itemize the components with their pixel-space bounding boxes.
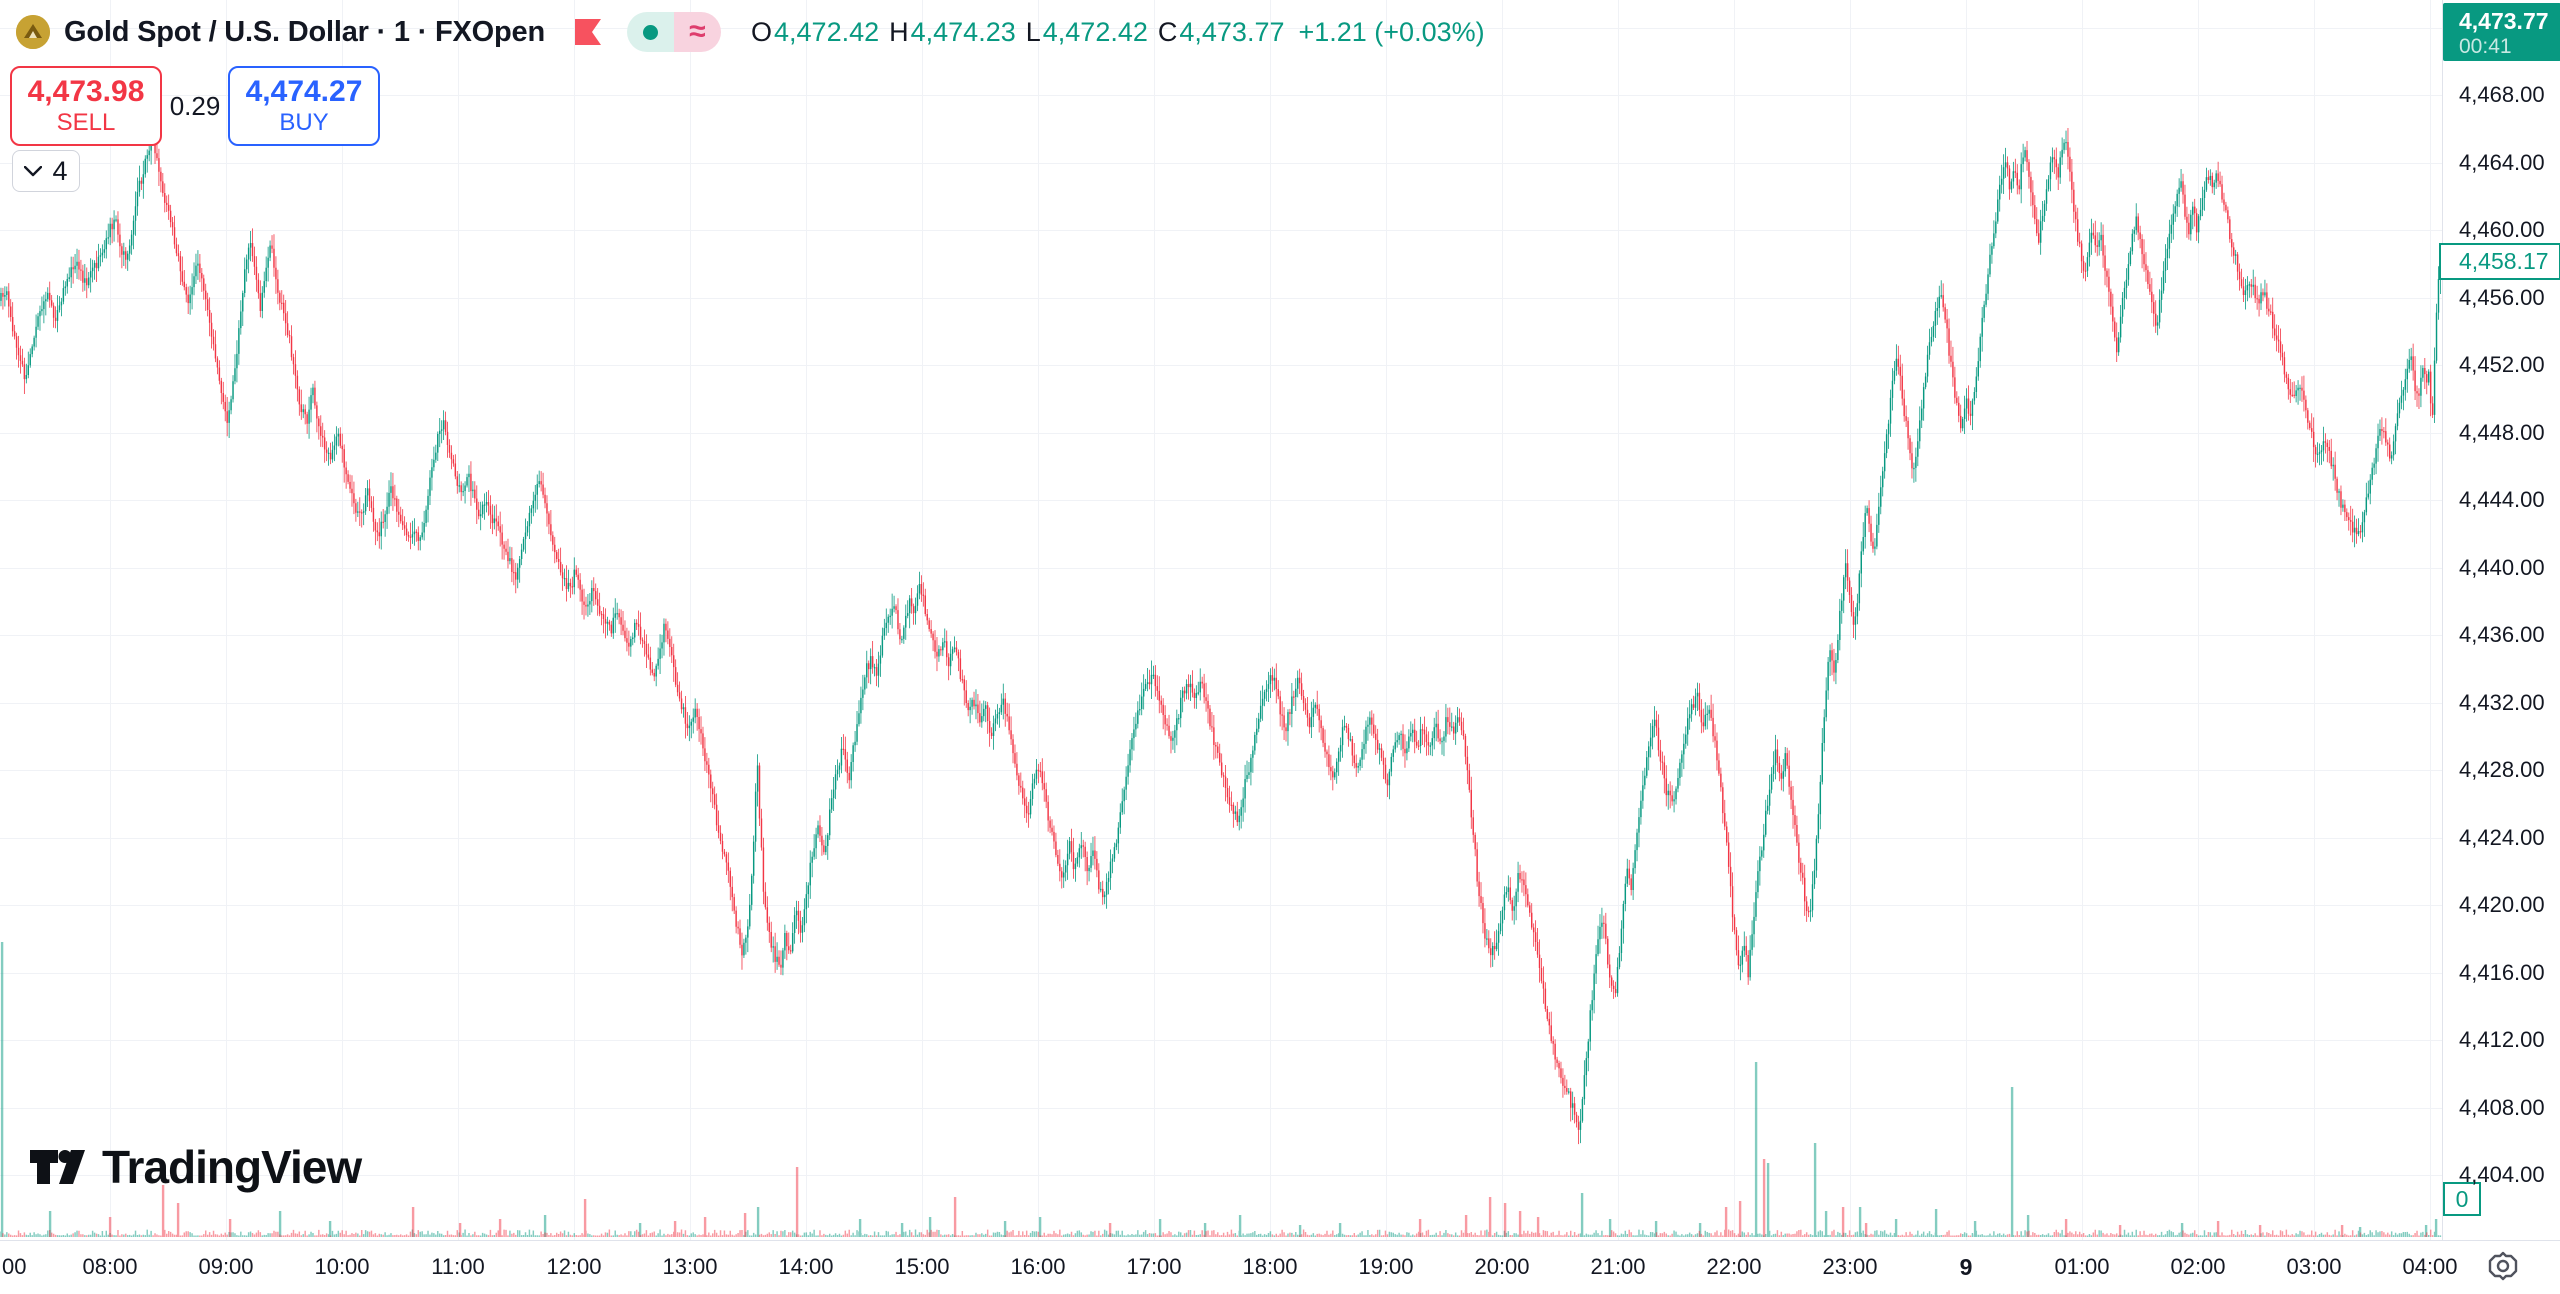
time-tick-label: 14:00 xyxy=(778,1254,834,1279)
time-tick-label: 11:00 xyxy=(431,1254,485,1279)
buy-label: BUY xyxy=(279,109,329,137)
trade-panel: 4,473.98 SELL 0.29 4,474.27 BUY xyxy=(10,66,380,146)
time-tick-label: 17:00 xyxy=(1126,1254,1182,1279)
legend-collapse-widget[interactable]: 4 xyxy=(12,150,80,192)
price-tick-label: 4,428.00 xyxy=(2459,757,2545,782)
time-tick-label: 23:00 xyxy=(1822,1254,1878,1279)
price-scale[interactable]: 4,473.77 00:41 4,458.17 0 4,468.00 4,464.… xyxy=(2439,0,2560,1240)
time-tick-label: 10:00 xyxy=(314,1254,370,1279)
price-tick-label: 4,444.00 xyxy=(2459,487,2545,512)
current-price-label: 4,458.17 xyxy=(2439,243,2560,280)
flag-icon[interactable] xyxy=(573,17,603,47)
price-tick-label: 4,432.00 xyxy=(2459,689,2545,715)
scale-settings-gear-icon[interactable] xyxy=(2486,1249,2520,1283)
price-tick-label: 4,416.00 xyxy=(2459,959,2545,985)
price-tick-label: 4,464.00 xyxy=(2459,149,2545,175)
market-status-pill[interactable]: ≈ xyxy=(627,12,721,52)
time-tick-label: 16:00 xyxy=(1010,1254,1066,1279)
badge-countdown: 00:41 xyxy=(2459,35,2512,59)
sell-price: 4,473.98 xyxy=(27,74,145,108)
high-label: H xyxy=(889,16,909,47)
change-value: +1.21 (+0.03%) xyxy=(1298,16,1485,47)
time-tick-label: 03:00 xyxy=(2286,1254,2342,1279)
candle-wicks-down xyxy=(2,128,2434,1145)
price-tick-label: 4,408.00 xyxy=(2459,1094,2545,1120)
time-tick-label-clipped: 00 xyxy=(2,1254,27,1279)
open-label: O xyxy=(751,16,773,47)
candle-bodies-down xyxy=(2,139,2434,1130)
low-label: L xyxy=(1025,16,1041,47)
chart-legend: Gold Spot / U.S. Dollar · 1 · FXOpen ≈ O… xyxy=(16,10,1485,54)
buy-price: 4,474.27 xyxy=(245,74,363,108)
time-tick-label: 19:00 xyxy=(1358,1254,1414,1279)
symbol-title[interactable]: Gold Spot / U.S. Dollar · 1 · FXOpen xyxy=(64,15,545,48)
last-price-countdown-badge: 4,473.77 00:41 xyxy=(2443,3,2560,61)
candle-wicks-up xyxy=(0,125,2441,1144)
volume-bars-down xyxy=(2,1159,2434,1237)
price-tick-label: 4,448.00 xyxy=(2459,419,2545,445)
spread-value: 0.29 xyxy=(169,90,221,121)
time-tick-day-label: 9 xyxy=(1959,1254,1973,1280)
sell-label: SELL xyxy=(56,109,116,137)
time-tick-label: 04:00 xyxy=(2402,1254,2458,1279)
tradingview-logo-icon xyxy=(30,1150,85,1184)
time-tick-label: 13:00 xyxy=(662,1254,718,1279)
price-tick-label: 4,440.00 xyxy=(2459,554,2545,580)
close-value: 4,473.77 xyxy=(1179,16,1285,47)
price-tick-label: 4,460.00 xyxy=(2459,217,2545,242)
low-value: 4,472.42 xyxy=(1042,16,1148,47)
price-tick-label: 4,424.00 xyxy=(2459,824,2545,850)
hidden-rows-count: 4 xyxy=(52,155,68,186)
volume-value-label: 0 xyxy=(2443,1182,2481,1216)
time-tick-label: 15:00 xyxy=(894,1254,950,1279)
chart-gridlines xyxy=(0,0,2442,1240)
time-tick-label: 22:00 xyxy=(1706,1254,1762,1279)
time-tick-label: 18:00 xyxy=(1242,1254,1298,1279)
price-tick-label: 4,420.00 xyxy=(2459,892,2545,917)
time-tick-label: 01:00 xyxy=(2054,1254,2110,1279)
market-open-icon[interactable] xyxy=(627,12,674,52)
chevron-down-icon xyxy=(24,165,43,176)
price-tick-label: 4,456.00 xyxy=(2459,284,2545,310)
time-tick-label: 20:00 xyxy=(1474,1254,1530,1279)
time-tick-label: 12:00 xyxy=(546,1254,602,1279)
tradingview-logo[interactable]: TradingView xyxy=(28,1140,362,1194)
delayed-data-icon[interactable]: ≈ xyxy=(674,12,721,52)
badge-price: 4,473.77 xyxy=(2459,8,2549,34)
high-value: 4,474.23 xyxy=(910,16,1016,47)
time-tick-label: 08:00 xyxy=(82,1254,138,1279)
time-tick-label: 09:00 xyxy=(198,1254,254,1279)
price-tick-label: 4,436.00 xyxy=(2459,622,2545,647)
close-label: C xyxy=(1157,16,1178,47)
sell-button[interactable]: 4,473.98 SELL xyxy=(10,66,162,146)
price-tick-label: 4,468.00 xyxy=(2459,82,2545,107)
price-tick-label: 4,404.00 xyxy=(2459,1162,2545,1187)
time-scale[interactable]: 00 08:00 09:00 10:00 11:00 12:00 13:00 14:00 15:… xyxy=(0,1240,2560,1294)
volume-bars-up xyxy=(0,942,2442,1237)
tradingview-logo-text: TradingView xyxy=(102,1141,362,1193)
candle-bodies-up xyxy=(0,139,2442,1130)
buy-button[interactable]: 4,474.27 BUY xyxy=(228,66,380,146)
time-tick-label: 02:00 xyxy=(2170,1254,2226,1279)
open-value: 4,472.42 xyxy=(774,16,880,47)
ohlc-values: O 4,472.42 H 4,474.23 L 4,472.42 C 4,473.77 … xyxy=(751,17,1485,48)
price-tick-label: 4,412.00 xyxy=(2459,1027,2545,1052)
time-tick-label: 21:00 xyxy=(1590,1254,1646,1279)
price-tick-label: 4,452.00 xyxy=(2459,352,2545,377)
gold-symbol-icon xyxy=(16,15,50,49)
